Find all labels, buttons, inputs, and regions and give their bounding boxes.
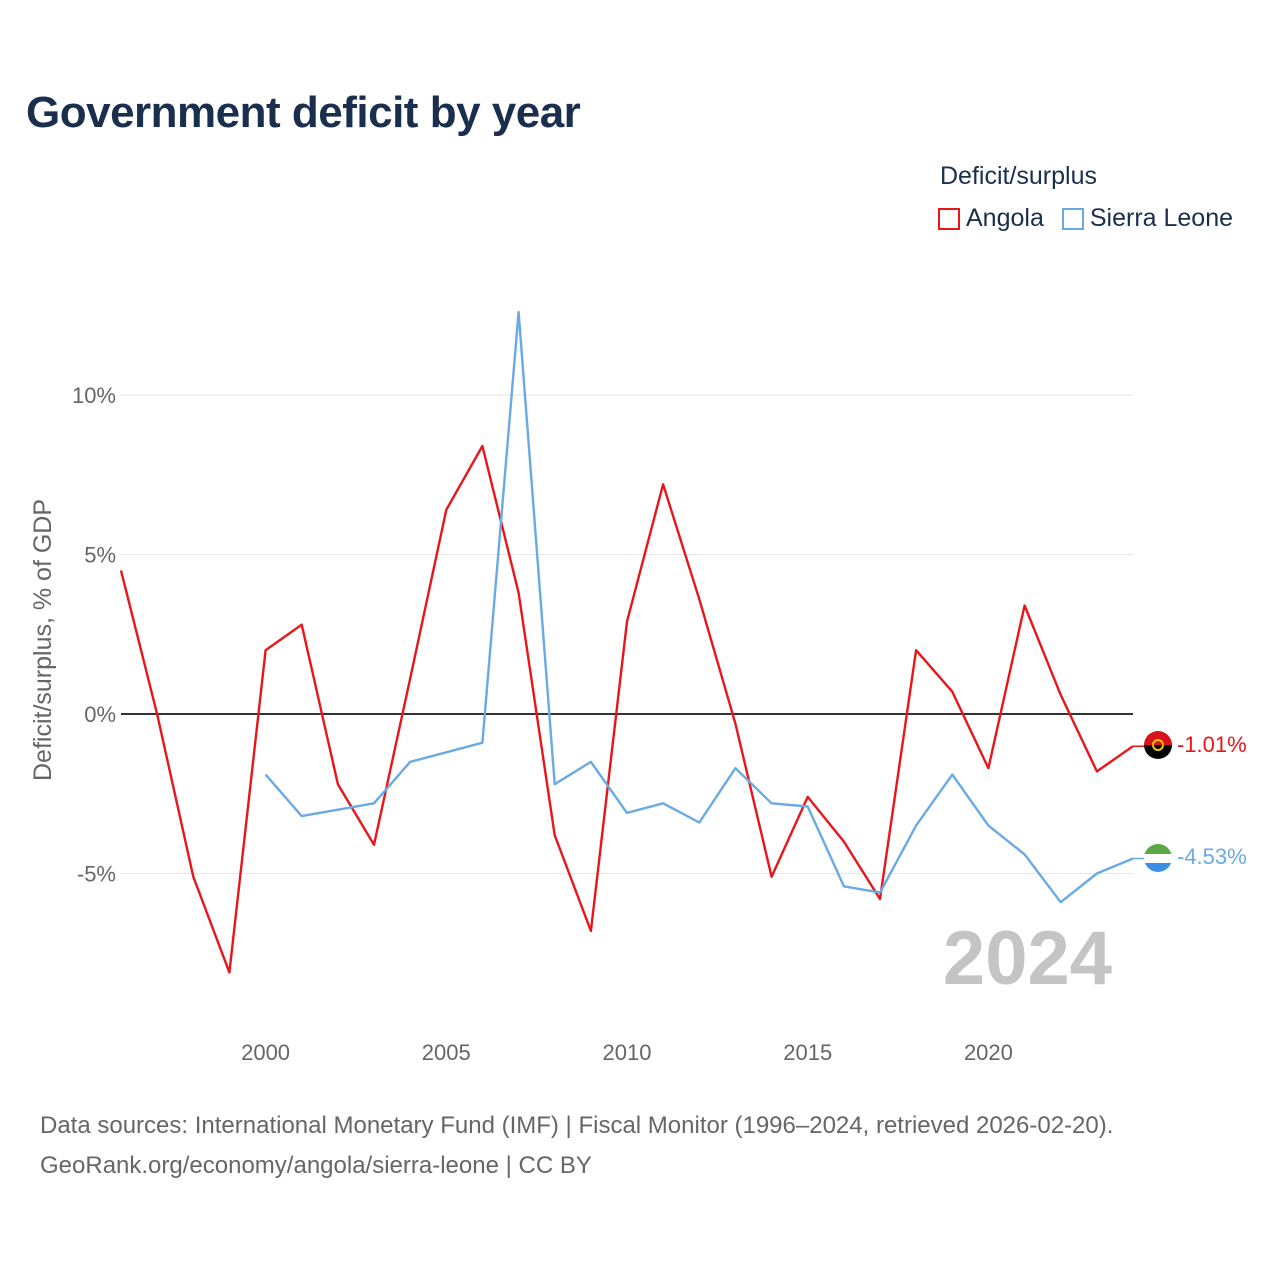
legend-item-sierra-leone[interactable]: Sierra Leone [1061, 204, 1234, 233]
angola-flag-icon [1144, 731, 1172, 759]
footer: Data sources: International Monetary Fun… [40, 1106, 1113, 1186]
y-tick-label: 5% [84, 543, 116, 568]
legend: Angola Sierra Leone [938, 204, 1233, 233]
y-tick-label: 10% [72, 383, 116, 408]
footer-sources: Data sources: International Monetary Fun… [40, 1112, 1114, 1139]
legend-swatch-angola [938, 207, 960, 230]
x-tick-label: 2000 [241, 1040, 290, 1065]
x-tick-label: 2020 [964, 1040, 1013, 1065]
legend-title: Deficit/surplus [940, 162, 1097, 190]
footer-credit: GeoRank.org/economy/angola/sierra-leone … [40, 1152, 592, 1179]
chart-title: Government deficit by year [26, 88, 581, 137]
series-line-angola[interactable] [119, 444, 1134, 974]
legend-label-sierra-leone: Sierra Leone [1089, 204, 1234, 232]
sierra-leone-flag-icon [1144, 844, 1172, 872]
angola-end-label: -1.01% [1177, 732, 1247, 757]
legend-label-angola: Angola [966, 204, 1044, 232]
year-watermark: 2024 [943, 916, 1112, 1001]
x-tick-label: 2005 [422, 1040, 471, 1065]
sierra-leone-end-label: -4.53% [1177, 844, 1247, 869]
y-axis-label: Deficit/surplus, % of GDP [29, 499, 57, 781]
x-tick-label: 2015 [783, 1040, 832, 1065]
y-tick-label: -5% [77, 862, 116, 887]
legend-item-angola[interactable]: Angola [938, 204, 1044, 233]
x-tick-label: 2010 [603, 1040, 652, 1065]
series-line-sierra-leone[interactable] [264, 310, 1134, 904]
y-tick-label: 0% [84, 702, 116, 727]
legend-swatch-sierra-leone [1061, 207, 1084, 230]
